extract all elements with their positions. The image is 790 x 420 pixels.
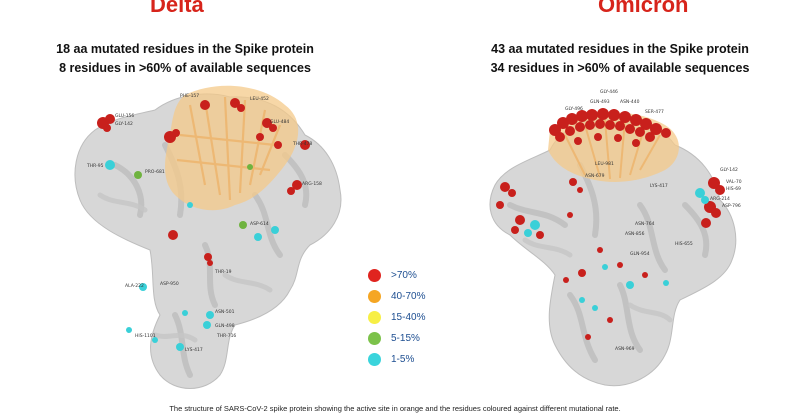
- legend-color-dot: [368, 290, 381, 303]
- residue-label: LEU-981: [595, 161, 614, 167]
- residue-label: GLN-493: [590, 99, 610, 105]
- legend-item: >70%: [368, 265, 425, 286]
- residue-label: GLN-954: [630, 251, 650, 257]
- legend-item: 15-40%: [368, 307, 425, 328]
- residue-label: HIS-69: [726, 186, 741, 192]
- legend-label: >70%: [391, 270, 417, 281]
- legend-label: 15-40%: [391, 312, 426, 323]
- residue-label: ALA-222: [125, 283, 144, 289]
- delta-green-residues: [134, 164, 253, 229]
- legend-color-dot: [368, 332, 381, 345]
- delta-active-site: [165, 85, 299, 211]
- residue-label: GLU-156: [115, 113, 134, 119]
- omicron-protein-body: [489, 118, 737, 387]
- delta-prevalent-count: 8 residues in >60% of available sequence…: [59, 61, 311, 75]
- legend-item: 40-70%: [368, 286, 425, 307]
- omicron-stats: 43 aa mutated residues in the Spike prot…: [440, 40, 790, 78]
- legend-color-dot: [368, 269, 381, 282]
- delta-mutated-count: 18 aa mutated residues in the Spike prot…: [56, 42, 314, 56]
- omicron-title: Omicron: [598, 0, 689, 17]
- residue-label: THR-716: [216, 333, 236, 339]
- legend-label: 40-70%: [391, 291, 426, 302]
- residue-label: SER-477: [645, 109, 664, 115]
- residue-label: THR-95: [86, 163, 104, 169]
- delta-red-residues: [97, 98, 310, 266]
- residue-label: THR-478: [292, 141, 312, 147]
- legend-label: 1-5%: [391, 354, 415, 365]
- omicron-red-residues: [496, 108, 725, 340]
- residue-label: GLU-484: [270, 119, 289, 125]
- omicron-cyan-residues: [524, 188, 709, 311]
- residue-label: LYS-417: [185, 347, 203, 353]
- residue-label: PHE-157: [180, 93, 199, 99]
- figure-caption: The structure of SARS-CoV-2 spike protei…: [169, 404, 621, 413]
- residue-label: THR-19: [214, 269, 232, 275]
- residue-label: ASN-969: [615, 346, 635, 352]
- legend-color-dot: [368, 353, 381, 366]
- residue-label: ASN-764: [635, 221, 655, 227]
- omicron-spike-protein-structure: GLY-446 GLN-493 GLY-496 SER-477 ASN-440 …: [489, 89, 742, 387]
- residue-label: LEU-452: [250, 96, 269, 102]
- residue-label: LYS-417: [650, 183, 668, 189]
- residue-label: GLY-496: [565, 106, 583, 112]
- omicron-residue-labels: GLY-446 GLN-493 GLY-496 SER-477 ASN-440 …: [565, 89, 742, 352]
- legend-item: 5-15%: [368, 328, 425, 349]
- residue-label: ASN-679: [585, 173, 605, 179]
- omicron-mutated-count: 43 aa mutated residues in the Spike prot…: [491, 42, 749, 56]
- residue-label: PRO-681: [145, 169, 165, 175]
- legend-label: 5-15%: [391, 333, 420, 344]
- residue-label: ARG-214: [710, 196, 730, 202]
- residue-label: GLY-446: [600, 89, 618, 95]
- residue-label: ASN-501: [215, 309, 235, 315]
- omicron-prevalent-count: 34 residues in >60% of available sequenc…: [490, 61, 750, 75]
- delta-residue-labels: GLU-156 GLY-142 PHE-157 LEU-452 THR-478 …: [86, 93, 322, 353]
- residue-label: HIS-655: [675, 241, 693, 247]
- delta-stats: 18 aa mutated residues in the Spike prot…: [20, 40, 350, 78]
- omicron-active-site-strands: [564, 119, 661, 180]
- delta-cyan-residues: [105, 160, 279, 351]
- residue-label: GLY-142: [115, 121, 133, 127]
- legend-item: 1-5%: [368, 349, 425, 370]
- residue-label: ASN-440: [620, 99, 640, 105]
- residue-label: ASN-856: [625, 231, 645, 237]
- residue-label: GLN-498: [215, 323, 235, 329]
- mutation-rate-legend: >70% 40-70% 15-40% 5-15% 1-5%: [368, 265, 425, 370]
- residue-label: ARG-158: [302, 181, 322, 187]
- delta-title: Delta: [150, 0, 204, 17]
- residue-label: ASP-950: [160, 281, 179, 287]
- residue-label: VAL-70: [726, 179, 742, 185]
- legend-color-dot: [368, 311, 381, 324]
- residue-label: ASP-796: [722, 203, 741, 209]
- delta-active-site-strands: [176, 96, 282, 201]
- residue-label: HIS-1101: [135, 333, 156, 339]
- delta-spike-protein-structure: GLU-156 GLY-142 PHE-157 LEU-452 THR-478 …: [74, 85, 342, 389]
- residue-label: ASP-614: [250, 221, 269, 227]
- residue-label: GLY-142: [720, 167, 738, 173]
